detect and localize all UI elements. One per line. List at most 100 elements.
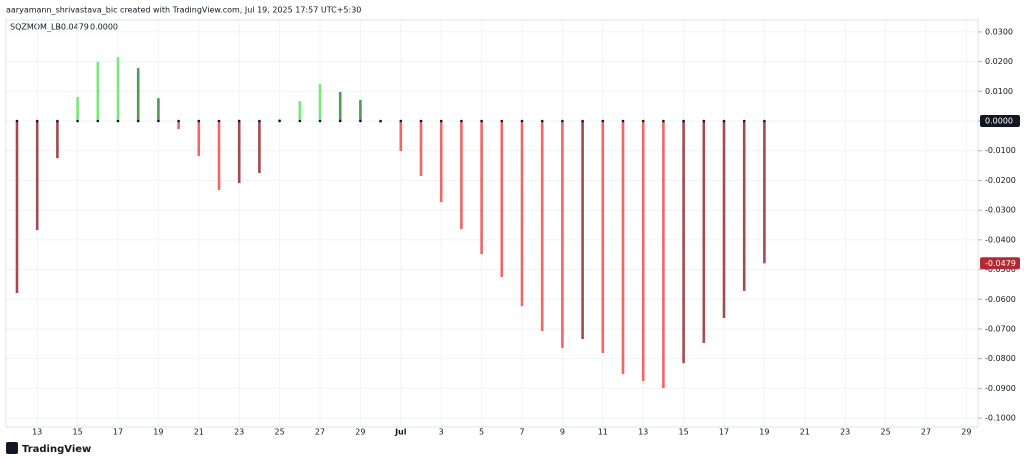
zero-dot [419,119,423,123]
zero-dot [96,119,100,123]
x-tick-label: 7 [519,428,524,437]
x-tick-label: 17 [719,428,729,437]
zero-dot [520,119,524,123]
zero-dot [258,119,261,123]
x-tick-label: 19 [153,428,163,437]
zero-dot [278,119,281,123]
bar [15,121,19,294]
bar [298,101,302,122]
bar [116,57,120,122]
zero-dot [601,119,605,123]
zero-dot [157,119,160,123]
bar [56,121,59,159]
zero-dot [76,119,79,123]
bar [258,121,261,173]
y-tick-label: -0.0300 [985,206,1016,215]
y-tick-label: -0.0100 [985,146,1016,155]
bar [439,121,443,203]
zero-dot [460,119,463,123]
zero-dot [379,119,382,123]
y-tick-label: 0.0200 [985,57,1013,66]
zero-dot [56,119,59,123]
zero-dot [641,119,645,123]
zero-dot [318,119,322,123]
x-tick-label: 3 [439,428,444,437]
bar [197,121,201,157]
y-tick-label: -0.0900 [985,384,1016,393]
y-tick-label: -0.0700 [985,324,1016,333]
y-tick-label: 0.0100 [985,87,1013,96]
grid [6,20,978,427]
zero-dot [35,119,39,123]
chart-header: aaryamann_shrivastava_bic created with T… [6,6,361,15]
zero-dot [480,119,483,123]
x-tick-label: 21 [194,428,204,437]
price-badge-label: 0.0000 [985,117,1013,126]
price-badge [980,257,1020,270]
x-tick-label: 29 [355,428,365,437]
bar [399,121,403,152]
zero-dot [702,119,706,123]
bar [662,121,665,389]
indicator-value: -0.0479 [58,23,89,32]
zero-dot [359,119,362,123]
x-tick-label: 13 [32,428,42,437]
y-tick-label: -0.0200 [985,176,1016,185]
zero-dot [197,119,201,123]
bar [96,61,100,122]
x-tick-label: 11 [598,428,608,437]
zero-dot [116,119,120,123]
bar [419,121,423,176]
plot-frame [5,19,979,428]
bar [641,121,645,381]
y-tick-label: -0.1000 [985,414,1016,423]
zero-dot [15,119,19,123]
footer-logo: TradingView [22,444,91,455]
zero-dot [682,119,685,123]
x-tick-label: 15 [679,428,689,437]
indicator-name: SQZMOM_LB [10,23,61,32]
indicator-value: 0.0000 [90,23,118,32]
bar [702,121,706,343]
price-badge-label: -0.0479 [985,259,1016,268]
zero-dot [439,119,443,123]
zero-dot [621,119,625,123]
x-tick-label: 5 [479,428,484,437]
bar [561,121,564,348]
zero-dot [217,119,221,123]
y-tick-label: -0.0600 [985,295,1016,304]
zero-dot [177,119,180,123]
y-tick-label: -0.0800 [985,354,1016,363]
bar [581,121,584,340]
bar [500,121,504,277]
x-tick-label: 19 [759,428,769,437]
bar [76,96,79,122]
zero-dot [298,119,302,123]
bar [520,121,524,307]
logo-icon [6,442,18,454]
zero-dot [722,119,726,123]
bar [217,121,221,190]
bar [742,121,746,291]
zero-dot [399,119,403,123]
bar [682,121,685,364]
bar [763,121,766,264]
x-tick-label: 17 [113,428,123,437]
x-tick-label: 27 [921,428,931,437]
zero-dot [662,119,665,123]
price-badge [980,115,1020,128]
zero-dot [581,119,584,123]
x-tick-label: 23 [234,428,244,437]
bar [480,121,483,255]
x-tick-label: Jul [394,428,407,437]
bar [359,99,362,122]
bar [35,121,39,231]
bar [157,98,160,122]
bar [136,68,140,122]
zero-dot [500,119,504,123]
zero-dot [763,119,766,123]
bar [318,83,322,122]
bar [722,121,726,318]
bar [621,121,625,375]
